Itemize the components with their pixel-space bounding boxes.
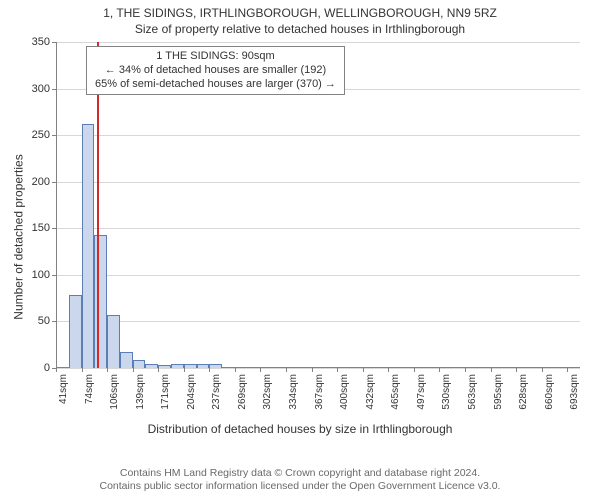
x-tick-label: 660sqm: [544, 374, 555, 410]
gridline: [56, 275, 580, 276]
x-tick-mark: [286, 368, 287, 372]
y-tick-label: 300: [32, 83, 56, 95]
gridline: [56, 182, 580, 183]
x-tick-mark: [388, 368, 389, 372]
x-tick-label: 74sqm: [84, 374, 95, 404]
histogram-bar: [133, 360, 146, 368]
x-tick-label: 334sqm: [288, 374, 299, 410]
histogram-bar: [107, 315, 120, 368]
callout-line: 1 THE SIDINGS: 90sqm: [95, 50, 336, 64]
x-tick-mark: [82, 368, 83, 372]
callout-line: ← 34% of detached houses are smaller (19…: [95, 64, 336, 78]
y-axis-label: Number of detached properties: [12, 154, 26, 319]
y-tick-label: 50: [38, 315, 56, 327]
x-tick-label: 269sqm: [237, 374, 248, 410]
x-tick-mark: [439, 368, 440, 372]
y-tick-label: 250: [32, 129, 56, 141]
x-tick-mark: [133, 368, 134, 372]
x-tick-label: 171sqm: [160, 374, 171, 410]
x-tick-label: 432sqm: [365, 374, 376, 410]
x-tick-mark: [491, 368, 492, 372]
x-tick-mark: [567, 368, 568, 372]
x-tick-label: 693sqm: [569, 374, 580, 410]
x-tick-mark: [516, 368, 517, 372]
y-tick-label: 200: [32, 176, 56, 188]
chart-title-sub: Size of property relative to detached ho…: [0, 22, 600, 36]
x-tick-label: 41sqm: [58, 374, 69, 404]
x-tick-mark: [56, 368, 57, 372]
histogram-bar: [158, 365, 171, 368]
gridline: [56, 135, 580, 136]
y-tick-label: 150: [32, 222, 56, 234]
chart-area: Number of detached properties 0501001502…: [0, 36, 600, 438]
x-tick-mark: [184, 368, 185, 372]
x-tick-mark: [542, 368, 543, 372]
x-tick-label: 465sqm: [390, 374, 401, 410]
y-tick-label: 350: [32, 36, 56, 48]
x-tick-mark: [337, 368, 338, 372]
chart-title-block: 1, THE SIDINGS, IRTHLINGBOROUGH, WELLING…: [0, 0, 600, 36]
callout-line: 65% of semi-detached houses are larger (…: [95, 78, 336, 92]
histogram-bar: [145, 364, 158, 368]
histogram-bar: [184, 364, 197, 368]
x-tick-mark: [235, 368, 236, 372]
x-tick-label: 563sqm: [467, 374, 478, 410]
x-tick-label: 302sqm: [262, 374, 273, 410]
x-tick-mark: [414, 368, 415, 372]
chart-footer: Contains HM Land Registry data © Crown c…: [0, 467, 600, 494]
x-tick-label: 237sqm: [211, 374, 222, 410]
callout-box: 1 THE SIDINGS: 90sqm← 34% of detached ho…: [86, 46, 345, 95]
x-tick-label: 400sqm: [339, 374, 350, 410]
x-tick-mark: [312, 368, 313, 372]
y-axis-line: [56, 42, 57, 368]
y-tick-label: 100: [32, 269, 56, 281]
x-tick-label: 530sqm: [441, 374, 452, 410]
x-tick-label: 204sqm: [186, 374, 197, 410]
gridline: [56, 228, 580, 229]
plot-area: 05010015020025030035041sqm74sqm106sqm139…: [56, 42, 580, 368]
footer-line-1: Contains HM Land Registry data © Crown c…: [0, 467, 600, 481]
x-axis-label: Distribution of detached houses by size …: [0, 422, 600, 436]
footer-line-2: Contains public sector information licen…: [0, 480, 600, 494]
gridline: [56, 321, 580, 322]
x-tick-label: 367sqm: [314, 374, 325, 410]
gridline: [56, 42, 580, 43]
x-tick-mark: [209, 368, 210, 372]
x-tick-mark: [363, 368, 364, 372]
histogram-bar: [69, 295, 82, 368]
histogram-bar: [82, 124, 95, 368]
x-tick-mark: [107, 368, 108, 372]
x-tick-label: 497sqm: [416, 374, 427, 410]
x-tick-label: 106sqm: [109, 374, 120, 410]
histogram-bar: [120, 352, 133, 368]
chart-title-main: 1, THE SIDINGS, IRTHLINGBOROUGH, WELLING…: [0, 6, 600, 20]
x-tick-label: 595sqm: [493, 374, 504, 410]
y-tick-label: 0: [44, 362, 56, 374]
histogram-bar: [209, 364, 222, 368]
x-tick-mark: [465, 368, 466, 372]
x-tick-label: 628sqm: [518, 374, 529, 410]
histogram-bar: [171, 364, 184, 368]
x-tick-mark: [158, 368, 159, 372]
x-tick-label: 139sqm: [135, 374, 146, 410]
gridline: [56, 368, 580, 369]
x-tick-mark: [260, 368, 261, 372]
histogram-bar: [197, 364, 210, 368]
